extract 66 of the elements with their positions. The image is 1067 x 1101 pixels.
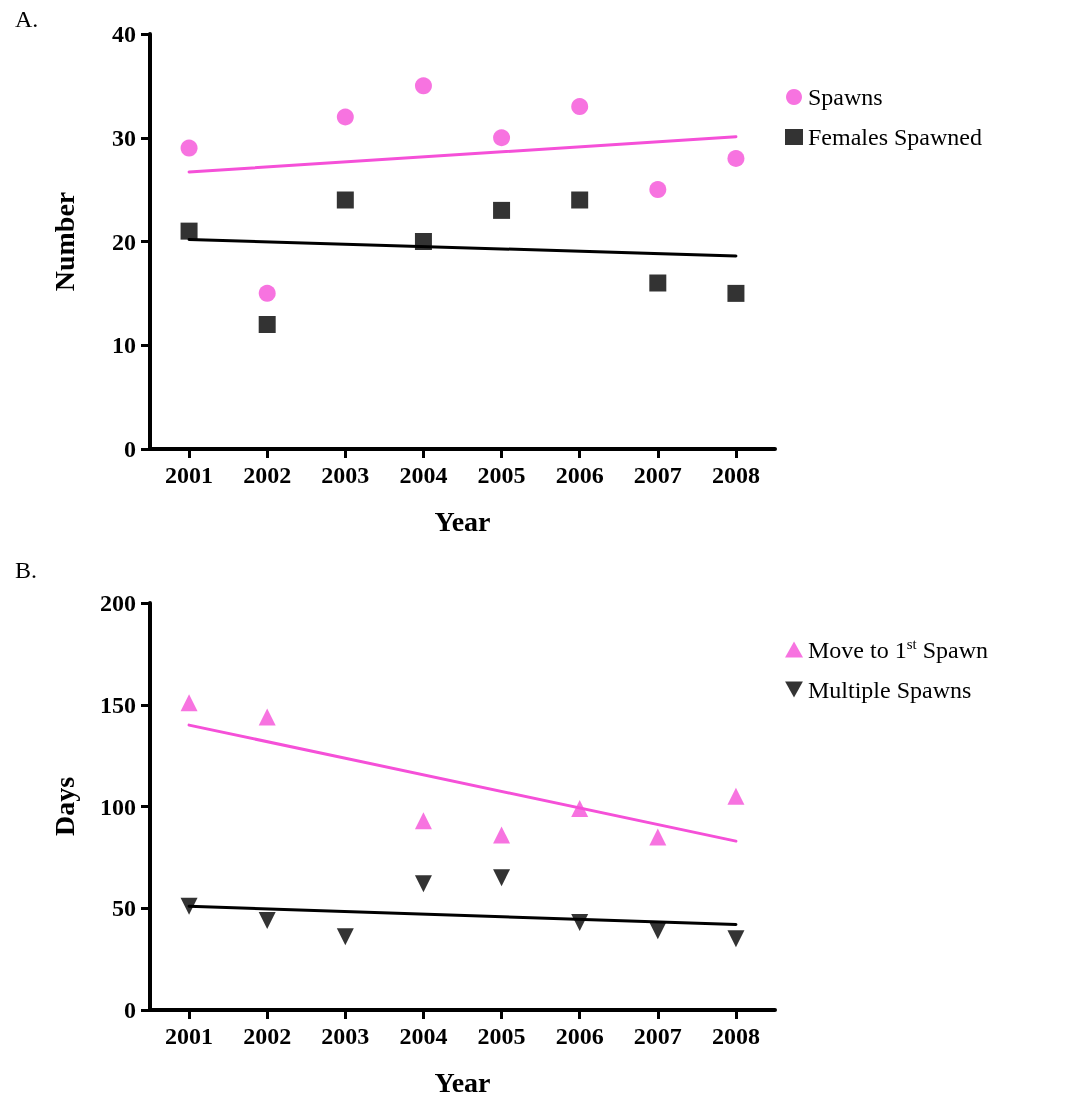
point (414, 233, 432, 250)
x-tick-label: 2006 (555, 462, 604, 488)
point (336, 928, 354, 946)
x-tick-label: 2001 (165, 1023, 214, 1049)
legend-label: Females Spawned (808, 124, 982, 150)
y-tick-label: 40 (112, 21, 136, 47)
point (571, 98, 589, 116)
y-tick-label: 100 (100, 793, 136, 820)
x-tick-label: 2007 (633, 1023, 682, 1049)
x-tick-label: 2004 (399, 462, 448, 488)
x-tick-label: 2006 (555, 1023, 604, 1049)
point (571, 913, 589, 931)
point (414, 77, 432, 95)
point (414, 875, 432, 893)
chart-title: A. (15, 6, 39, 32)
point (493, 869, 511, 887)
y-tick-label: 0 (124, 997, 136, 1023)
point (727, 787, 745, 805)
point (649, 922, 667, 940)
point (258, 316, 276, 333)
chart-title: B. (15, 557, 38, 583)
point (727, 284, 745, 302)
x-tick-label: 2002 (243, 462, 292, 488)
point (571, 191, 589, 209)
x-tick-label: 2003 (321, 462, 370, 488)
x-tick-label: 2004 (399, 1023, 448, 1049)
point (258, 284, 276, 302)
point (493, 826, 511, 844)
point (336, 191, 354, 209)
point (571, 800, 589, 818)
point (649, 181, 667, 199)
point (493, 129, 511, 147)
y-tick-label: 20 (112, 228, 136, 255)
point (649, 274, 667, 292)
y-tick-label: 10 (112, 332, 136, 359)
x-tick-label: 2003 (321, 1023, 370, 1049)
point (649, 828, 667, 846)
point (258, 708, 276, 726)
point (180, 694, 198, 712)
y-axis-title: Days (48, 776, 80, 837)
x-tick-label: 2002 (243, 1023, 292, 1049)
legend-label: Spawns (808, 84, 883, 110)
point (258, 911, 276, 929)
y-tick-label: 150 (100, 691, 136, 718)
x-tick-label: 2001 (165, 462, 214, 488)
point (180, 222, 198, 240)
point (727, 930, 745, 948)
x-tick-label: 2007 (633, 462, 682, 488)
x-axis-title: Year (434, 1066, 491, 1098)
x-tick-label: 2008 (711, 462, 760, 488)
point (727, 150, 745, 167)
point (414, 812, 432, 830)
x-axis-title: Year (434, 505, 491, 537)
y-tick-label: 200 (100, 590, 136, 616)
x-tick-label: 2008 (711, 1023, 760, 1049)
x-tick-label: 2005 (477, 462, 526, 488)
point (493, 201, 511, 219)
x-tick-label: 2005 (477, 1023, 526, 1049)
point (336, 108, 354, 126)
y-tick-label: 0 (124, 436, 136, 462)
legend-label: Multiple Spawns (808, 676, 972, 703)
y-tick-label: 30 (112, 124, 136, 151)
y-axis-title: Number (48, 191, 80, 292)
point (180, 139, 198, 157)
point (180, 897, 198, 915)
y-tick-label: 50 (112, 895, 136, 922)
